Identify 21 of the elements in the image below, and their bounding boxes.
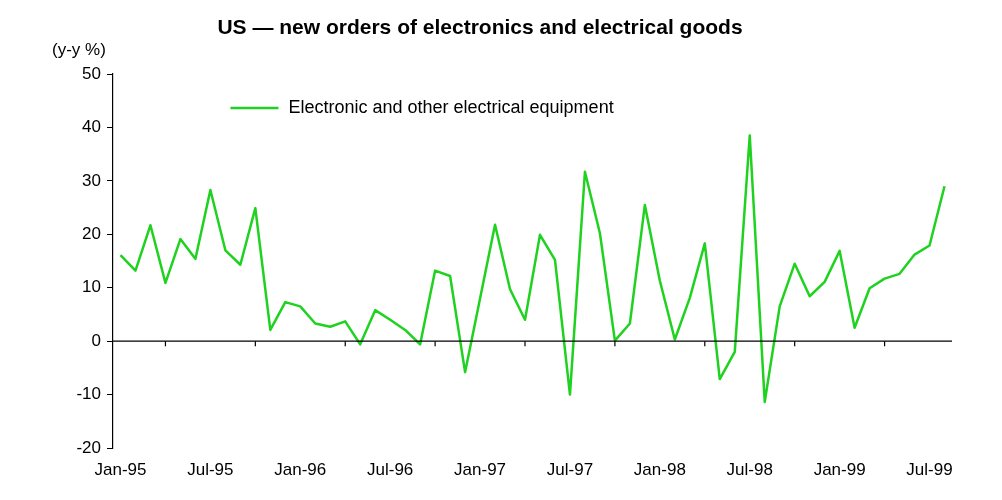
y-tick-label: -10 [76, 384, 101, 404]
y-tick-label: 0 [91, 330, 101, 350]
x-tick-label: Jan-96 [274, 459, 327, 479]
y-tick-label: 20 [82, 223, 101, 243]
x-tick-label: Jul-99 [906, 459, 953, 479]
x-tick-label: Jul-98 [726, 459, 773, 479]
x-tick-label: Jan-98 [633, 459, 686, 479]
x-tick-label: Jul-95 [187, 459, 234, 479]
x-tick-label: Jan-97 [454, 459, 507, 479]
y-axis-title: (y-y %) [52, 39, 106, 59]
chart-title: US — new orders of electronics and electrical goods [217, 14, 743, 38]
y-tick-label: 10 [82, 277, 101, 297]
y-tick-label: -20 [76, 437, 101, 457]
legend-label: Electronic and other electrical equipment [288, 96, 614, 117]
y-tick-label: 40 [82, 117, 101, 137]
y-tick-label: 50 [82, 63, 101, 83]
x-tick-label: Jul-97 [546, 459, 594, 479]
x-tick-label: Jan-95 [94, 459, 147, 479]
x-tick-label: Jan-99 [813, 459, 866, 479]
y-tick-label: 30 [82, 170, 101, 190]
x-tick-label: Jul-96 [367, 459, 414, 479]
